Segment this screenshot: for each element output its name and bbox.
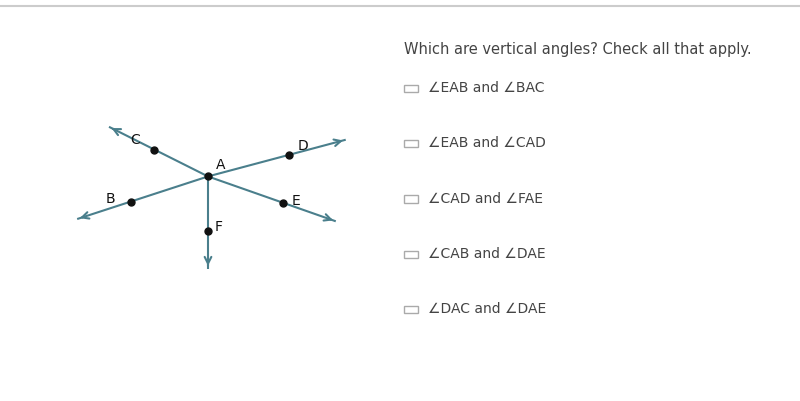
Bar [404,195,418,203]
Text: Which are vertical angles? Check all that apply.: Which are vertical angles? Check all tha… [404,42,752,57]
Bar [404,85,418,92]
Bar [404,251,418,258]
Text: B: B [106,192,115,206]
Text: ∠CAB and ∠DAE: ∠CAB and ∠DAE [428,247,546,261]
Text: C: C [130,133,140,147]
Text: ∠DAC and ∠DAE: ∠DAC and ∠DAE [428,302,546,316]
Text: ∠CAD and ∠FAE: ∠CAD and ∠FAE [428,192,543,206]
Text: A: A [216,158,226,172]
Bar [404,306,418,313]
Text: D: D [298,139,308,153]
Text: E: E [291,194,300,208]
Bar [404,140,418,147]
Text: F: F [214,220,222,234]
Text: ∠EAB and ∠BAC: ∠EAB and ∠BAC [428,81,545,95]
Text: ∠EAB and ∠CAD: ∠EAB and ∠CAD [428,136,546,150]
